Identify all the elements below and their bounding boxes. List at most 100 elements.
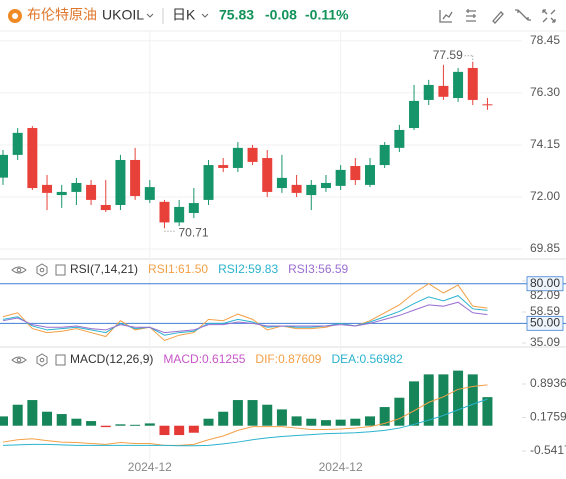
candle-body — [71, 182, 82, 192]
macd-bar — [12, 404, 23, 426]
collapse-icon[interactable] — [55, 264, 66, 276]
rsi-panel-icons[interactable] — [11, 263, 66, 277]
y-tick-label: -0.54171 — [530, 443, 566, 457]
y-tick-label: 76.30 — [530, 85, 560, 99]
y-tick-label: 78.45 — [530, 33, 560, 47]
indicator-line — [2, 301, 488, 334]
candle-body — [365, 165, 375, 185]
level-label: 80.00 — [530, 276, 560, 290]
candle-body — [0, 154, 8, 178]
dropdown-arrow[interactable] — [201, 13, 209, 18]
y-tick-label: 69.85 — [530, 241, 560, 255]
y-tick-label: 74.15 — [530, 137, 560, 151]
macd-bar — [247, 400, 258, 426]
macd-bar — [306, 418, 317, 426]
level-label: 50.00 — [530, 316, 560, 330]
candle-body — [394, 129, 405, 148]
candle-body — [276, 177, 287, 189]
candle-body — [320, 182, 331, 189]
period[interactable]: 日K — [172, 7, 196, 23]
candle-body — [188, 203, 199, 213]
level-label-box — [526, 315, 564, 331]
compare-icon[interactable] — [515, 9, 531, 21]
macd-bar — [174, 425, 185, 436]
eye-icon[interactable] — [11, 356, 27, 364]
low-annotation: 70.71 — [178, 225, 208, 239]
candle-body — [232, 147, 243, 168]
y-tick-label: 35.09 — [530, 335, 560, 349]
draw-icon[interactable] — [492, 11, 504, 24]
macd-bar — [144, 423, 155, 426]
legend-entry: DIF:0.87609 — [255, 352, 321, 366]
eye-pupil — [16, 357, 22, 363]
indicator-line — [2, 295, 488, 336]
last-price: 75.83 — [219, 7, 254, 23]
y-tick-label: 82.09 — [530, 288, 560, 302]
settings-icon[interactable] — [36, 353, 48, 367]
macd-bar — [86, 421, 97, 426]
candle-body — [144, 187, 155, 200]
macd-bar — [203, 418, 214, 426]
candle-body — [27, 128, 38, 189]
legend-entry: RSI3:56.59 — [288, 262, 348, 276]
candle-body — [262, 158, 273, 192]
dropdown-arrow[interactable] — [146, 13, 154, 18]
macd-bar — [291, 416, 302, 426]
macd-bar — [482, 397, 493, 426]
indicator-line — [2, 398, 488, 447]
indicator-line — [2, 384, 488, 446]
settings-center — [39, 357, 45, 363]
candle-body — [203, 165, 214, 200]
indicator-line — [2, 283, 488, 342]
macd-bar — [71, 418, 82, 426]
macd-bar — [115, 424, 126, 426]
settings-center — [39, 267, 45, 273]
logo-dot — [12, 13, 18, 19]
candle-body — [56, 191, 67, 196]
legend-entry: DEA:0.56982 — [331, 352, 403, 366]
macd-panel-icons[interactable] — [11, 353, 66, 367]
candle-body — [438, 85, 449, 97]
y-tick-label: 58.59 — [530, 304, 560, 318]
settings-icon[interactable] — [36, 263, 48, 277]
candle-body — [130, 159, 141, 197]
macd-bar — [56, 414, 67, 426]
candle-body — [86, 184, 97, 200]
candle-body — [174, 206, 185, 223]
high-annotation: 77.59 — [433, 48, 463, 62]
macd-bar — [423, 374, 434, 426]
macd-bar — [262, 404, 273, 426]
macd-bar — [320, 420, 331, 426]
macd-bar — [27, 400, 38, 426]
panel-title: RSI(7,14,21) — [70, 262, 138, 276]
indicator-icon[interactable] — [466, 9, 476, 22]
candle-body — [291, 184, 302, 193]
macd-bar — [100, 425, 111, 428]
macd-bar — [453, 370, 464, 426]
fullscreen-icon[interactable] — [542, 9, 556, 23]
candle-body — [423, 84, 434, 100]
eye-icon[interactable] — [11, 266, 27, 274]
candle-body — [335, 169, 346, 186]
collapse-icon[interactable] — [55, 354, 66, 366]
candle-body — [218, 165, 229, 168]
candle-body — [100, 204, 111, 211]
instrument-name: 布伦特原油 — [27, 7, 97, 23]
macd-bar — [188, 425, 199, 433]
symbol[interactable]: UKOIL — [102, 7, 144, 23]
chart-type-icon[interactable] — [439, 10, 453, 23]
price-change: -0.08 — [265, 7, 297, 23]
legend-entry: RSI1:61.50 — [148, 262, 208, 276]
macd-bar — [218, 411, 229, 426]
macd-bar — [350, 418, 361, 426]
macd-bar — [409, 381, 420, 426]
candle-body — [247, 147, 258, 162]
candle-body — [467, 68, 478, 100]
candle-body — [482, 104, 493, 106]
legend-entry: RSI2:59.83 — [218, 262, 278, 276]
panel-title: MACD(12,26,9) — [70, 352, 153, 366]
eye-pupil — [16, 267, 22, 273]
macd-bar — [232, 400, 243, 426]
macd-bar — [0, 416, 8, 426]
macd-bar — [379, 407, 390, 426]
